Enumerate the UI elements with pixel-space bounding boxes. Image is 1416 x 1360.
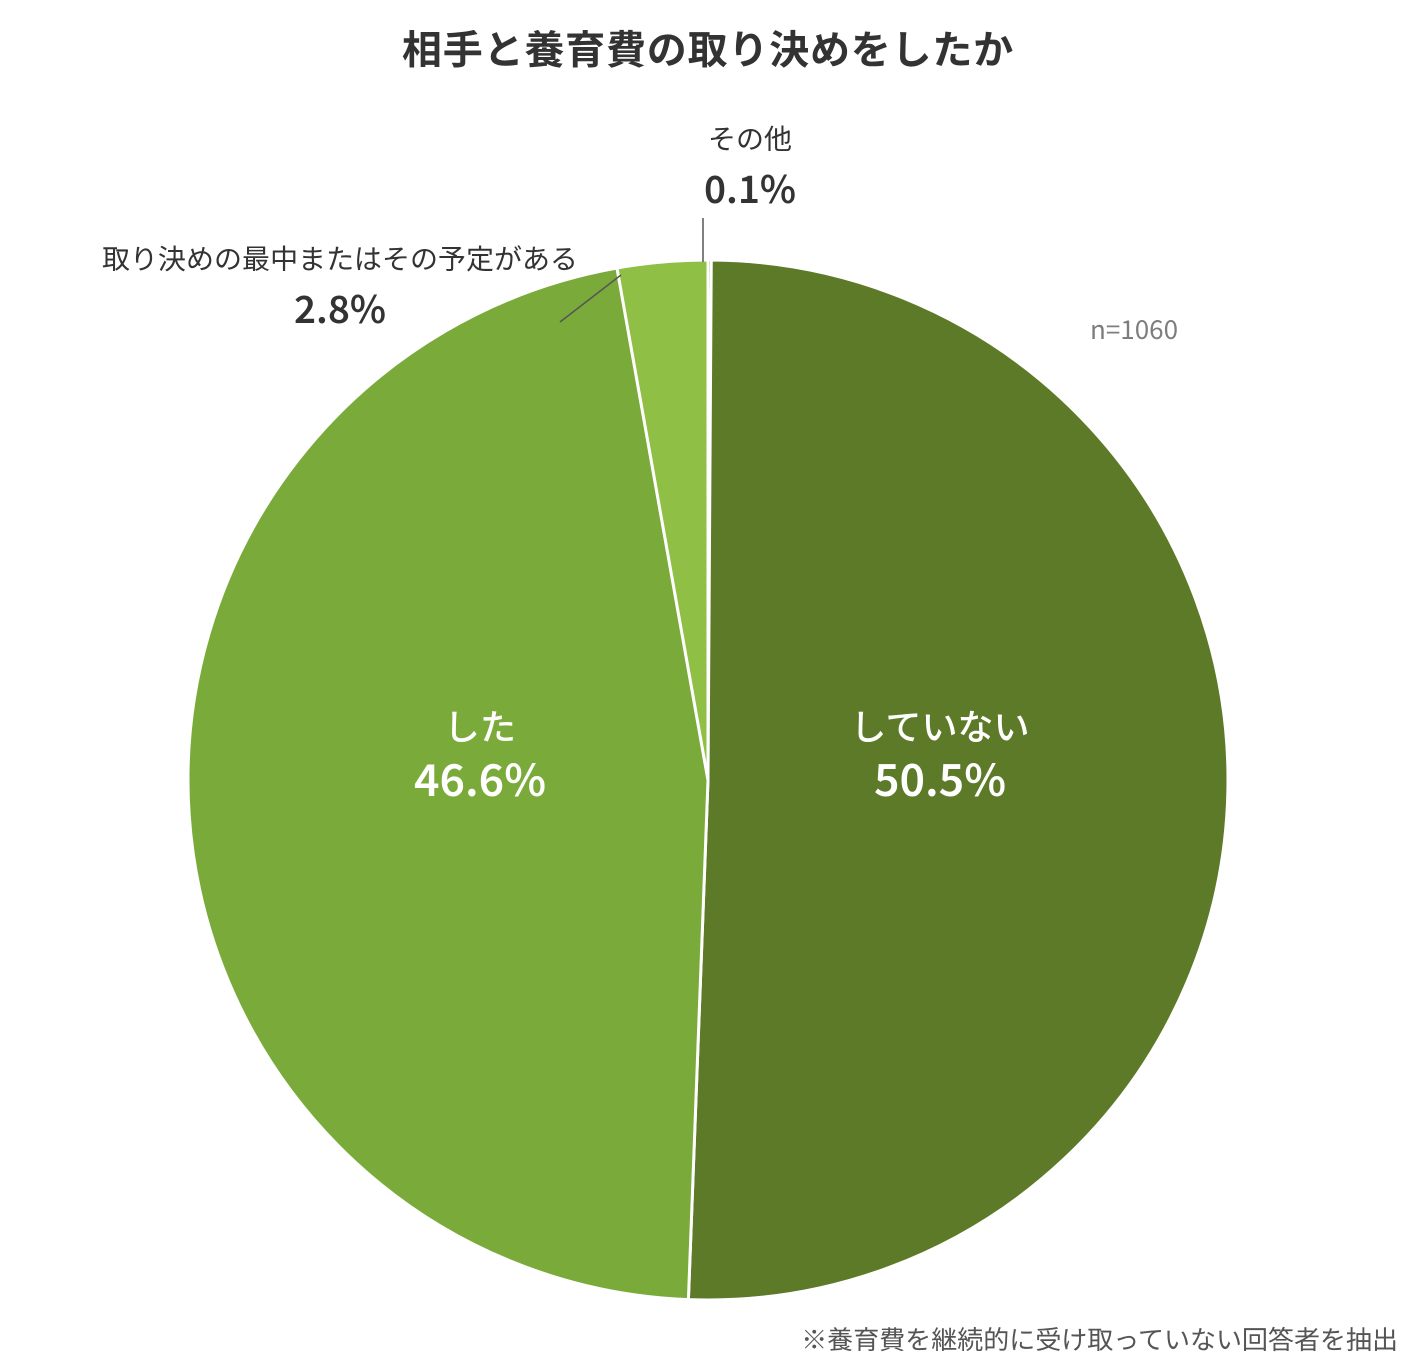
slice-label-done: した <box>444 699 516 751</box>
external-label-name-in_progress: 取り決めの最中またはその予定がある <box>40 240 640 276</box>
external-label-other: その他 0.1% <box>450 120 1050 212</box>
external-label-pct-other: 0.1% <box>450 162 1050 211</box>
slice-pct-not_done: 50.5% <box>874 745 1006 809</box>
external-label-pct-in_progress: 2.8% <box>40 282 640 331</box>
slice-label-not_done: していない <box>851 699 1030 751</box>
slice-pct-done: 46.6% <box>414 745 546 809</box>
chart-footnote: ※養育費を継続的に受け取っていない回答者を抽出 <box>801 1320 1398 1357</box>
external-label-in_progress: 取り決めの最中またはその予定がある 2.8% <box>40 240 640 332</box>
sample-size-note: n=1060 <box>1090 310 1178 347</box>
external-label-name-other: その他 <box>450 120 1050 156</box>
